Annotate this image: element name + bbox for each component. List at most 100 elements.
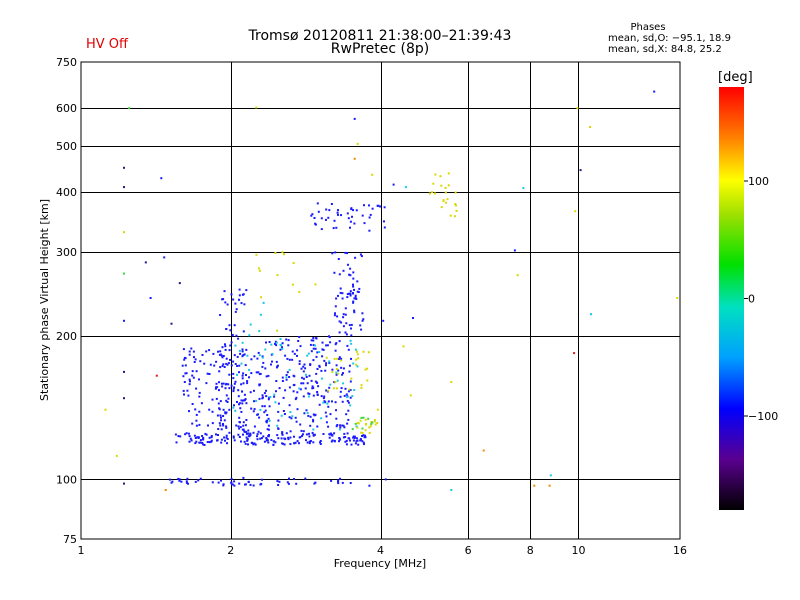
data-point [376, 408, 379, 411]
data-point [233, 354, 236, 357]
data-point [352, 301, 355, 304]
y-axis-label: Stationary phase Virtual Height [km] [38, 199, 51, 401]
data-point [359, 419, 362, 422]
data-point [347, 418, 350, 421]
data-point [310, 350, 313, 353]
data-point [265, 421, 268, 424]
data-point [450, 489, 453, 491]
data-point [123, 272, 125, 275]
data-point [312, 347, 315, 350]
data-point [340, 359, 343, 362]
data-point [232, 436, 235, 439]
data-point [287, 339, 290, 342]
data-point [291, 283, 294, 286]
data-point [210, 439, 213, 442]
data-point [226, 363, 229, 366]
data-point [188, 432, 190, 435]
data-point [342, 313, 345, 316]
data-point [230, 364, 233, 367]
data-point [198, 410, 201, 413]
data-point [328, 336, 331, 339]
hv-status: HV Off [86, 37, 128, 52]
data-point [267, 428, 270, 431]
data-point [253, 389, 255, 392]
data-point [299, 423, 302, 426]
data-point [235, 308, 238, 311]
data-point [170, 322, 173, 325]
data-point [199, 477, 202, 480]
data-point [234, 302, 237, 305]
data-point [322, 433, 325, 435]
data-point [183, 358, 186, 361]
data-point [302, 365, 305, 368]
data-point [335, 342, 338, 345]
data-point [261, 365, 264, 368]
data-point [308, 374, 311, 377]
data-point [267, 435, 270, 437]
data-point [301, 376, 304, 379]
data-point [182, 389, 185, 392]
data-point [316, 394, 319, 396]
data-point [258, 416, 261, 419]
data-point [274, 441, 277, 444]
data-point [284, 389, 287, 392]
data-point [208, 436, 211, 439]
data-point [285, 338, 288, 341]
data-point [309, 343, 312, 346]
data-point [217, 350, 219, 353]
data-point [230, 477, 233, 480]
data-point [432, 182, 435, 185]
data-point [262, 396, 264, 399]
data-point [170, 481, 173, 484]
data-point [238, 402, 241, 405]
data-point [263, 405, 266, 408]
data-point [222, 408, 225, 411]
data-point [208, 408, 211, 411]
data-point [225, 382, 228, 385]
data-point [193, 361, 196, 363]
data-point [226, 442, 228, 445]
data-point [302, 377, 305, 380]
data-point [236, 401, 238, 403]
data-point [354, 294, 357, 297]
data-point [318, 365, 321, 368]
data-point [346, 293, 349, 296]
data-point [304, 477, 307, 480]
grid-lines [81, 62, 680, 539]
data-point [115, 454, 118, 457]
data-point [239, 407, 242, 410]
data-point [232, 435, 235, 438]
data-point [222, 363, 225, 366]
data-point [268, 341, 271, 343]
data-point [259, 383, 261, 386]
data-point [232, 372, 235, 375]
data-point [333, 357, 336, 360]
data-point [201, 435, 204, 437]
data-point [354, 256, 357, 259]
data-point [294, 416, 297, 419]
data-point [306, 412, 309, 414]
data-point [314, 413, 317, 416]
data-point [294, 398, 297, 401]
data-point [239, 352, 242, 355]
data-point [368, 426, 371, 429]
data-point [276, 274, 279, 277]
data-point [155, 374, 158, 377]
data-point [227, 383, 230, 386]
data-point [337, 482, 340, 485]
data-point [454, 191, 457, 194]
phases-x-stats: mean, sd,X: 84.8, 25.2 [608, 44, 722, 55]
colorbar [719, 87, 744, 510]
data-point [302, 370, 305, 373]
data-point [243, 303, 246, 306]
data-point [355, 437, 358, 440]
data-point [192, 350, 195, 353]
data-point [208, 441, 211, 444]
data-point [346, 296, 349, 299]
data-point [225, 362, 228, 365]
data-point [369, 425, 372, 428]
data-point [356, 422, 359, 424]
data-point [307, 352, 310, 355]
data-point [252, 431, 255, 434]
data-point [281, 431, 284, 434]
